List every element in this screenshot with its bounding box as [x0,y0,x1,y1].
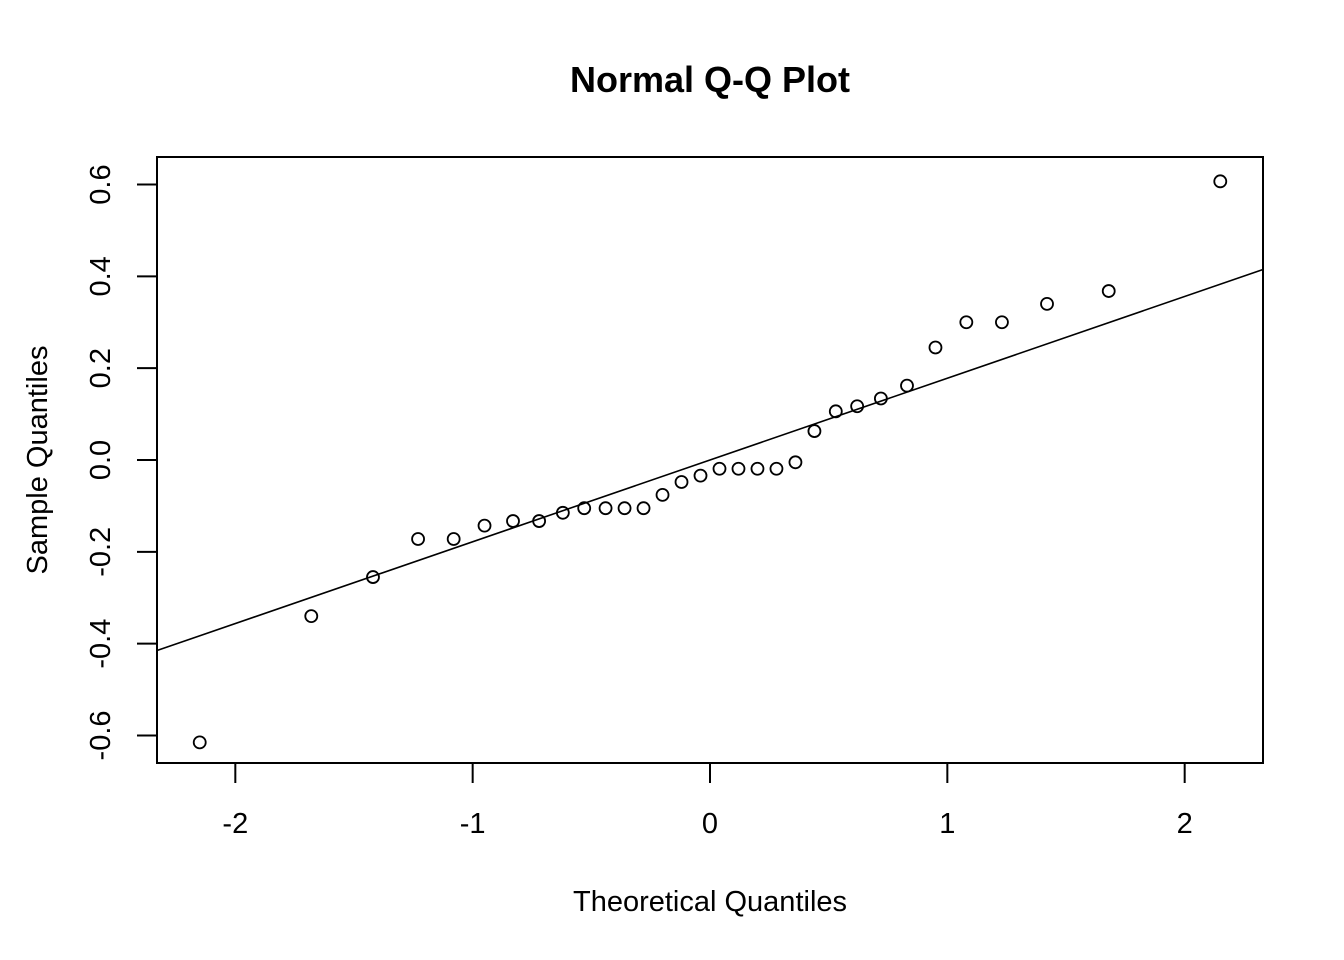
y-axis-label: Sample Quantiles [22,346,54,575]
y-tick-label: -0.6 [85,710,117,760]
data-point [850,399,865,414]
data-point [750,461,765,476]
data-point [636,501,651,516]
y-tick-label: -0.2 [85,527,117,577]
data-point [807,424,822,438]
x-tick-label: 1 [939,808,955,840]
data-point [366,570,380,584]
x-tick-label: -2 [222,808,248,840]
x-tick-label: 0 [702,808,718,840]
data-point [674,475,689,489]
data-point [555,505,570,520]
data-point [411,532,425,546]
data-point [192,735,207,750]
data-point [995,315,1009,330]
x-tick-label: 2 [1177,808,1193,840]
reference-line [156,268,1264,652]
data-point [577,501,592,516]
data-point [900,378,914,393]
data-point [769,461,784,476]
data-point [617,501,632,516]
data-point [1101,284,1116,298]
x-axis-label: Theoretical Quantiles [573,886,847,918]
y-axis: -0.6 -0.4 -0.2 0.0 0.2 0.4 0.6 [85,164,158,760]
chart-title: Normal Q-Q Plot [570,59,850,100]
data-point [873,391,888,406]
data-point [446,532,461,546]
y-tick-label: 0.6 [85,164,117,204]
y-tick-label: -0.4 [85,619,117,669]
data-point [712,461,727,476]
data-point [655,487,670,502]
data-point [828,404,843,419]
y-tick-label: 0.2 [85,348,117,388]
data-points [192,174,1228,750]
data-point [928,340,943,355]
data-point [1040,297,1054,311]
data-point [1213,174,1228,189]
data-point [693,468,708,483]
x-tick-label: -1 [460,808,486,840]
data-point [959,315,974,330]
data-point [506,514,520,528]
y-tick-label: 0.0 [85,440,117,480]
x-axis: -2 -1 0 1 2 [222,762,1193,840]
data-point [731,461,746,476]
data-point [788,455,803,470]
data-point [304,609,319,623]
data-point [598,501,613,516]
y-tick-label: 0.4 [85,256,117,296]
data-point [477,518,492,533]
data-point [532,514,547,528]
